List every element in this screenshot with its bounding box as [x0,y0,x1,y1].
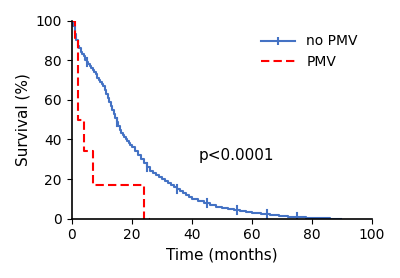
Y-axis label: Survival (%): Survival (%) [15,73,30,166]
Text: p<0.0001: p<0.0001 [199,148,274,163]
X-axis label: Time (months): Time (months) [166,248,278,263]
Legend: no PMV, PMV: no PMV, PMV [254,28,365,76]
